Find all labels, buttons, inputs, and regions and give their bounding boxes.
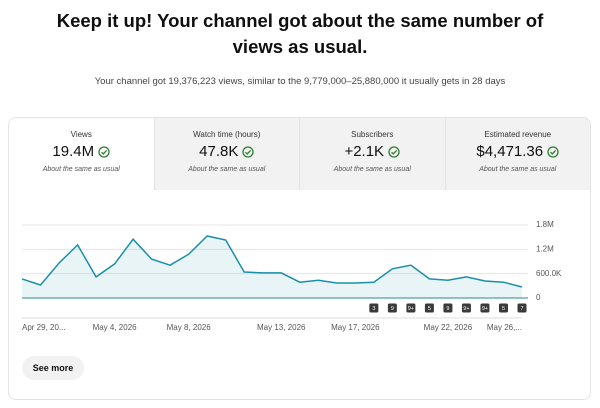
x-tick-label: May 8, 2026	[167, 323, 212, 332]
upload-badge	[369, 303, 379, 313]
upload-badge	[480, 303, 490, 313]
upload-badge	[387, 303, 397, 313]
y-tick-label: 0	[536, 293, 541, 302]
metric-tab[interactable]: Views 19.4M About the same as usual	[9, 118, 154, 190]
upload-badge-label: 9	[446, 306, 449, 312]
chart: 0 600.0K 1.2M 1.8M Apr 29, 20... May 4, 2026 M…	[21, 220, 562, 332]
metric-tab[interactable]: Estimated revenue $4,471.36 About the same…	[444, 118, 591, 190]
x-tick-label: May 13, 2026	[257, 323, 306, 332]
metric-value: +2.1K	[344, 143, 385, 160]
x-tick-label: May 17, 2026	[331, 323, 380, 332]
metric-value-row: 19.4M	[9, 143, 154, 160]
metric-value-row: $4,471.36	[446, 143, 591, 160]
subtitle: Your channel got 19,376,223 views, simil…	[94, 76, 506, 87]
upload-badge-label: 9+	[463, 306, 469, 312]
upload-badge-label: 3	[372, 306, 375, 312]
y-tick-label: 1.8M	[536, 220, 554, 229]
upload-badge	[517, 303, 527, 313]
metric-label: Subscribers	[351, 130, 394, 139]
check-icon	[242, 145, 254, 158]
upload-badge-label: 7	[520, 306, 523, 312]
upload-badge-label: 5	[502, 306, 505, 312]
upload-badge-label: 9+	[482, 306, 488, 312]
x-tick-label: May 22, 2026	[424, 323, 473, 332]
metric-label: Watch time (hours)	[193, 130, 261, 139]
metric-tab[interactable]: Watch time (hours) 47.8K About the same as…	[153, 118, 300, 190]
upload-badge-label: 9	[391, 306, 394, 312]
check-icon	[388, 145, 400, 158]
metric-value: $4,471.36	[476, 143, 544, 160]
upload-badge	[498, 303, 508, 313]
metric-value: 19.4M	[52, 143, 95, 160]
metric-value-row: +2.1K	[300, 143, 445, 160]
upload-badge-label: 5	[428, 306, 431, 312]
area-fill	[22, 236, 522, 298]
metric-note: About the same as usual	[42, 166, 120, 173]
upload-badge	[424, 303, 434, 313]
metric-note: About the same as usual	[333, 166, 411, 173]
check-icon	[547, 145, 559, 158]
upload-badge	[443, 303, 453, 313]
metric-tabs: Views 19.4M About the same as usual Watch t…	[9, 118, 590, 190]
x-tick-label: Apr 29, 20...	[22, 323, 66, 332]
see-more-button[interactable]: See more	[22, 356, 84, 380]
x-tick-label: May 26,...	[487, 323, 522, 332]
upload-badge-label: 9+	[408, 306, 414, 312]
analytics-card: Views 19.4M About the same as usual Watch t…	[8, 117, 591, 400]
metric-note: About the same as usual	[188, 166, 266, 173]
title: Keep it up! Your channel got about the s…	[56, 10, 544, 57]
metric-tab[interactable]: Subscribers +2.1K About the same as usual	[299, 118, 445, 190]
metric-note: About the same as usual	[479, 166, 557, 173]
upload-badge	[406, 303, 416, 313]
metric-label: Estimated revenue	[484, 130, 552, 139]
upload-badge	[461, 303, 471, 313]
metric-label: Views	[70, 130, 92, 139]
y-tick-label: 1.2M	[536, 244, 554, 253]
x-tick-label: May 4, 2026	[93, 323, 138, 332]
metric-value: 47.8K	[199, 143, 239, 160]
check-icon	[98, 145, 110, 158]
metric-value-row: 47.8K	[155, 143, 300, 160]
line	[21, 235, 523, 288]
y-tick-label: 600.0K	[536, 269, 562, 278]
